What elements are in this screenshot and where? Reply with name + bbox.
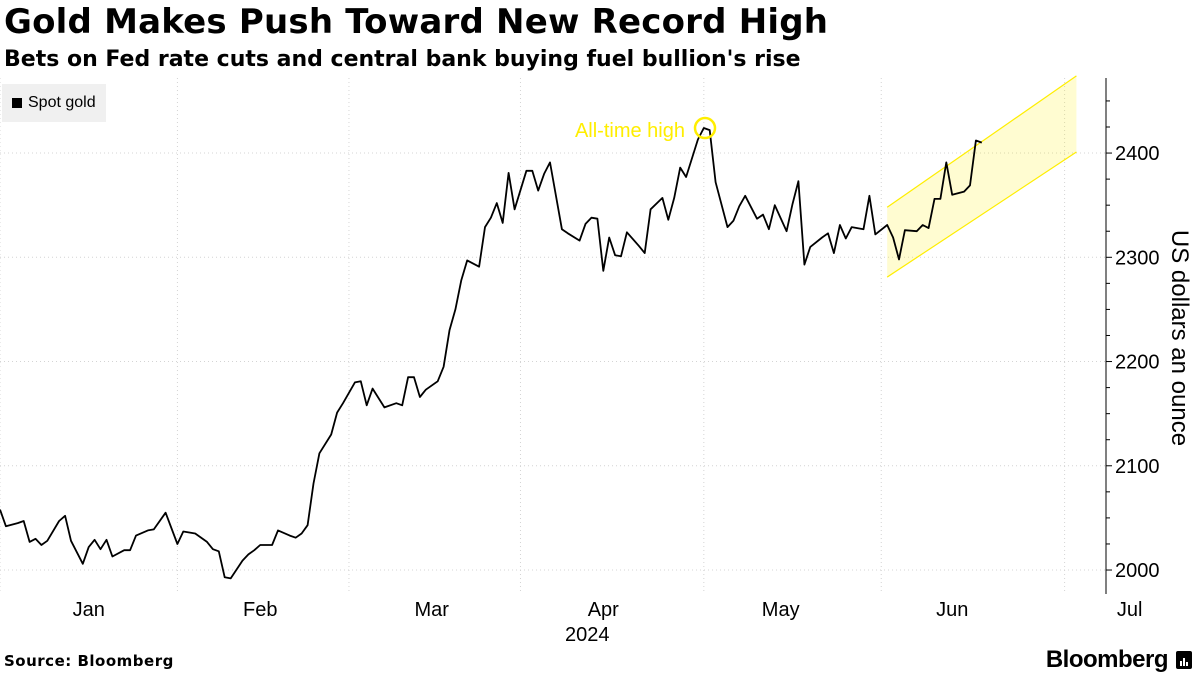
- chart-subtitle: Bets on Fed rate cuts and central bank b…: [4, 47, 801, 72]
- x-tick-label: May: [762, 599, 800, 621]
- series-layer: [0, 127, 983, 580]
- annotation-layer: All-time high: [575, 116, 717, 142]
- x-tick-label: Jun: [936, 599, 968, 621]
- highlight-band-layer: [886, 75, 1077, 278]
- y-tick-label: 2400: [1115, 143, 1160, 165]
- y-tick-label: 2300: [1115, 247, 1160, 269]
- bloomberg-chart-icon: [1176, 651, 1192, 669]
- highlight-band: [887, 75, 1077, 278]
- x-tick-label: Apr: [588, 599, 619, 621]
- x-tick-label: Mar: [415, 599, 450, 621]
- x-axis-year-label: 2024: [565, 624, 610, 646]
- source-note: Source: Bloomberg: [4, 652, 174, 670]
- y-axis-label: US dollars an ounce: [1166, 230, 1193, 446]
- x-tick-label: Jan: [73, 599, 105, 621]
- all-time-high-marker: [693, 116, 717, 140]
- y-tick-label: 2100: [1115, 456, 1160, 478]
- legend-label: Spot gold: [28, 94, 96, 111]
- all-time-high-label: All-time high: [575, 120, 685, 142]
- x-tick-label: Jul: [1117, 599, 1143, 621]
- legend-swatch: [12, 98, 22, 108]
- x-tick-label: Feb: [243, 599, 277, 621]
- highlight-band-lower-edge: [886, 151, 1077, 278]
- legend: Spot gold: [2, 84, 106, 122]
- grid-layer: [0, 78, 1106, 594]
- y-tick-label: 2200: [1115, 352, 1160, 374]
- y-tick-label: 2000: [1115, 560, 1160, 582]
- axis-layer: 2000 2100 2200 2300 2400 US dollars an ounce J…: [73, 78, 1193, 646]
- chart-title: Gold Makes Push Toward New Record High: [4, 2, 829, 42]
- highlight-band-upper-edge: [886, 75, 1077, 208]
- brand-logo-text: Bloomberg: [1045, 646, 1169, 673]
- series-line-spot-gold: [0, 127, 983, 580]
